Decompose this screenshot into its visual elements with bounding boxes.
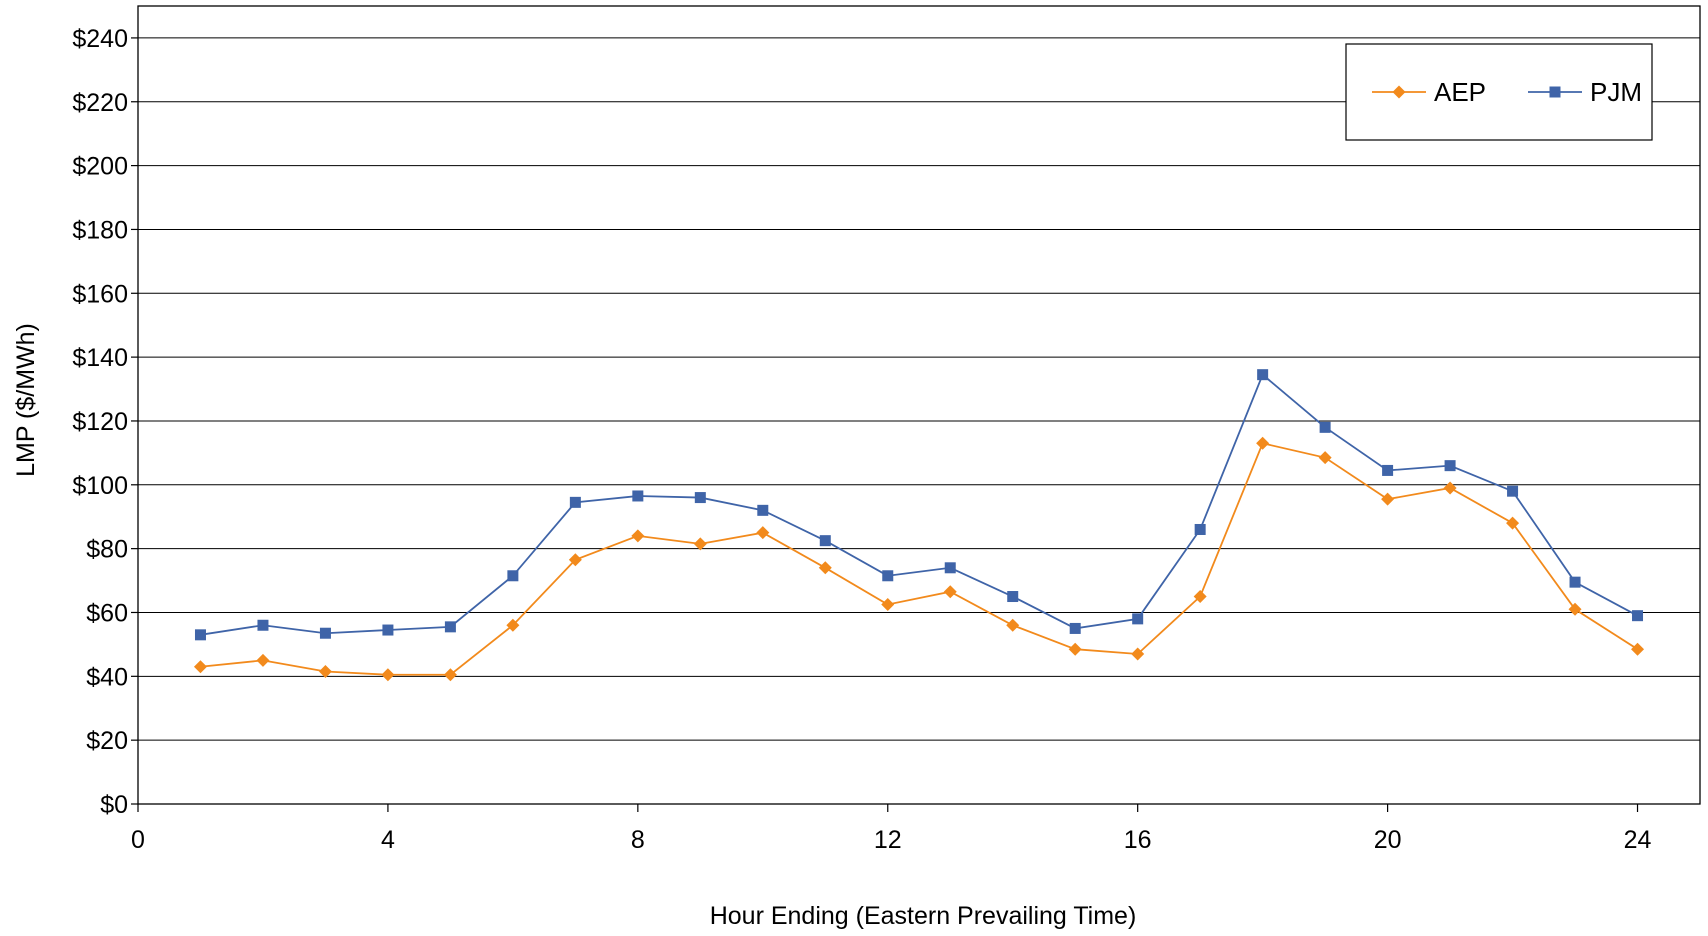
pjm-series-point — [694, 492, 706, 504]
y-tick-label: $140 — [72, 344, 128, 372]
pjm-series-point — [1382, 464, 1394, 476]
x-tick-label: 4 — [381, 826, 395, 854]
aep-series-point — [1256, 436, 1270, 450]
x-axis-title: Hour Ending (Eastern Prevailing Time) — [710, 902, 1137, 930]
pjm-series-point — [1444, 460, 1456, 472]
aep-series-point — [943, 585, 957, 599]
aep-series-point — [568, 553, 582, 567]
pjm-series-point — [319, 627, 331, 639]
pjm-series-point — [507, 570, 519, 582]
pjm-series-point — [444, 621, 456, 633]
aep-series-point — [318, 665, 332, 679]
aep-series-point — [1068, 642, 1082, 656]
y-tick-label: $220 — [72, 89, 128, 117]
pjm-series-point — [1632, 610, 1644, 622]
aep-series-point — [1318, 451, 1332, 465]
pjm-legend-label: PJM — [1590, 77, 1642, 107]
aep-series-point — [756, 526, 770, 540]
y-tick-label: $160 — [72, 280, 128, 308]
pjm-series — [194, 369, 1644, 641]
y-tick-label: $20 — [86, 727, 128, 755]
pjm-series-point — [1069, 622, 1081, 634]
pjm-series-point — [569, 496, 581, 508]
y-tick-label: $40 — [86, 663, 128, 691]
series-group — [193, 369, 1645, 682]
y-tick-label: $0 — [100, 791, 128, 819]
aep-series-point — [256, 653, 270, 667]
pjm-series-point — [1257, 369, 1269, 381]
aep-series-point — [1631, 642, 1645, 656]
pjm-series-point — [819, 535, 831, 547]
aep-series — [193, 436, 1645, 682]
y-tick-label: $240 — [72, 25, 128, 53]
pjm-series-point — [257, 619, 269, 631]
x-tick-label: 12 — [874, 826, 902, 854]
x-tick-label: 8 — [631, 826, 645, 854]
y-axis-title: LMP ($/MWh) — [12, 323, 40, 477]
x-tick-label: 24 — [1624, 826, 1652, 854]
aep-series-point — [1568, 602, 1582, 616]
x-tick-label: 16 — [1124, 826, 1152, 854]
aep-series-point — [1006, 618, 1020, 632]
y-tick-label: $80 — [86, 536, 128, 564]
pjm-series-point — [382, 624, 394, 636]
aep-legend-point — [1392, 85, 1406, 99]
pjm-series-line — [200, 373, 1638, 636]
pjm-series-point — [1194, 523, 1206, 535]
x-tick-labels: 0 4 8 12 16 20 24 — [131, 826, 1651, 854]
y-tick-label: $60 — [86, 599, 128, 627]
x-tick-label: 0 — [131, 826, 145, 854]
pjm-series-point — [1319, 421, 1331, 433]
aep-series-point — [693, 537, 707, 551]
aep-series-point — [1193, 590, 1207, 604]
y-tick-label: $200 — [72, 153, 128, 181]
aep-series-point — [1131, 647, 1145, 661]
pjm-series-point — [1007, 591, 1019, 603]
aep-series-point — [881, 598, 895, 611]
y-tick-label: $100 — [72, 472, 128, 500]
pjm-series-point — [1569, 576, 1581, 588]
pjm-series-point — [1507, 485, 1519, 497]
gridlines — [138, 37, 1700, 741]
y-tick-label: $120 — [72, 408, 128, 436]
aep-series-line — [200, 442, 1639, 676]
pjm-series-point — [632, 490, 644, 502]
aep-series-point — [1381, 492, 1395, 506]
aep-series-point — [381, 668, 395, 682]
pjm-series-point — [944, 562, 956, 574]
plot-frame — [137, 5, 1701, 805]
legend: AEP PJM — [1345, 43, 1653, 141]
aep-legend-label: AEP — [1434, 77, 1486, 107]
pjm-series-point — [882, 570, 894, 582]
axes — [131, 5, 1701, 812]
pjm-legend-point — [1549, 86, 1561, 98]
y-tick-labels: $0 $20 $40 $60 $80 $100 $120 $140 $160 $180 $200 $2… — [72, 25, 128, 819]
aep-series-point — [631, 529, 645, 543]
aep-series-point — [193, 660, 207, 674]
y-tick-label: $180 — [72, 216, 128, 244]
aep-series-point — [1443, 481, 1457, 495]
pjm-series-point — [194, 629, 206, 641]
aep-series-point — [443, 668, 457, 682]
aep-series-point — [818, 561, 832, 575]
aep-series-point — [1506, 516, 1520, 530]
pjm-series-point — [1132, 613, 1144, 625]
pjm-series-point — [757, 504, 769, 516]
x-tick-label: 20 — [1374, 826, 1402, 854]
aep-series-point — [506, 618, 520, 632]
